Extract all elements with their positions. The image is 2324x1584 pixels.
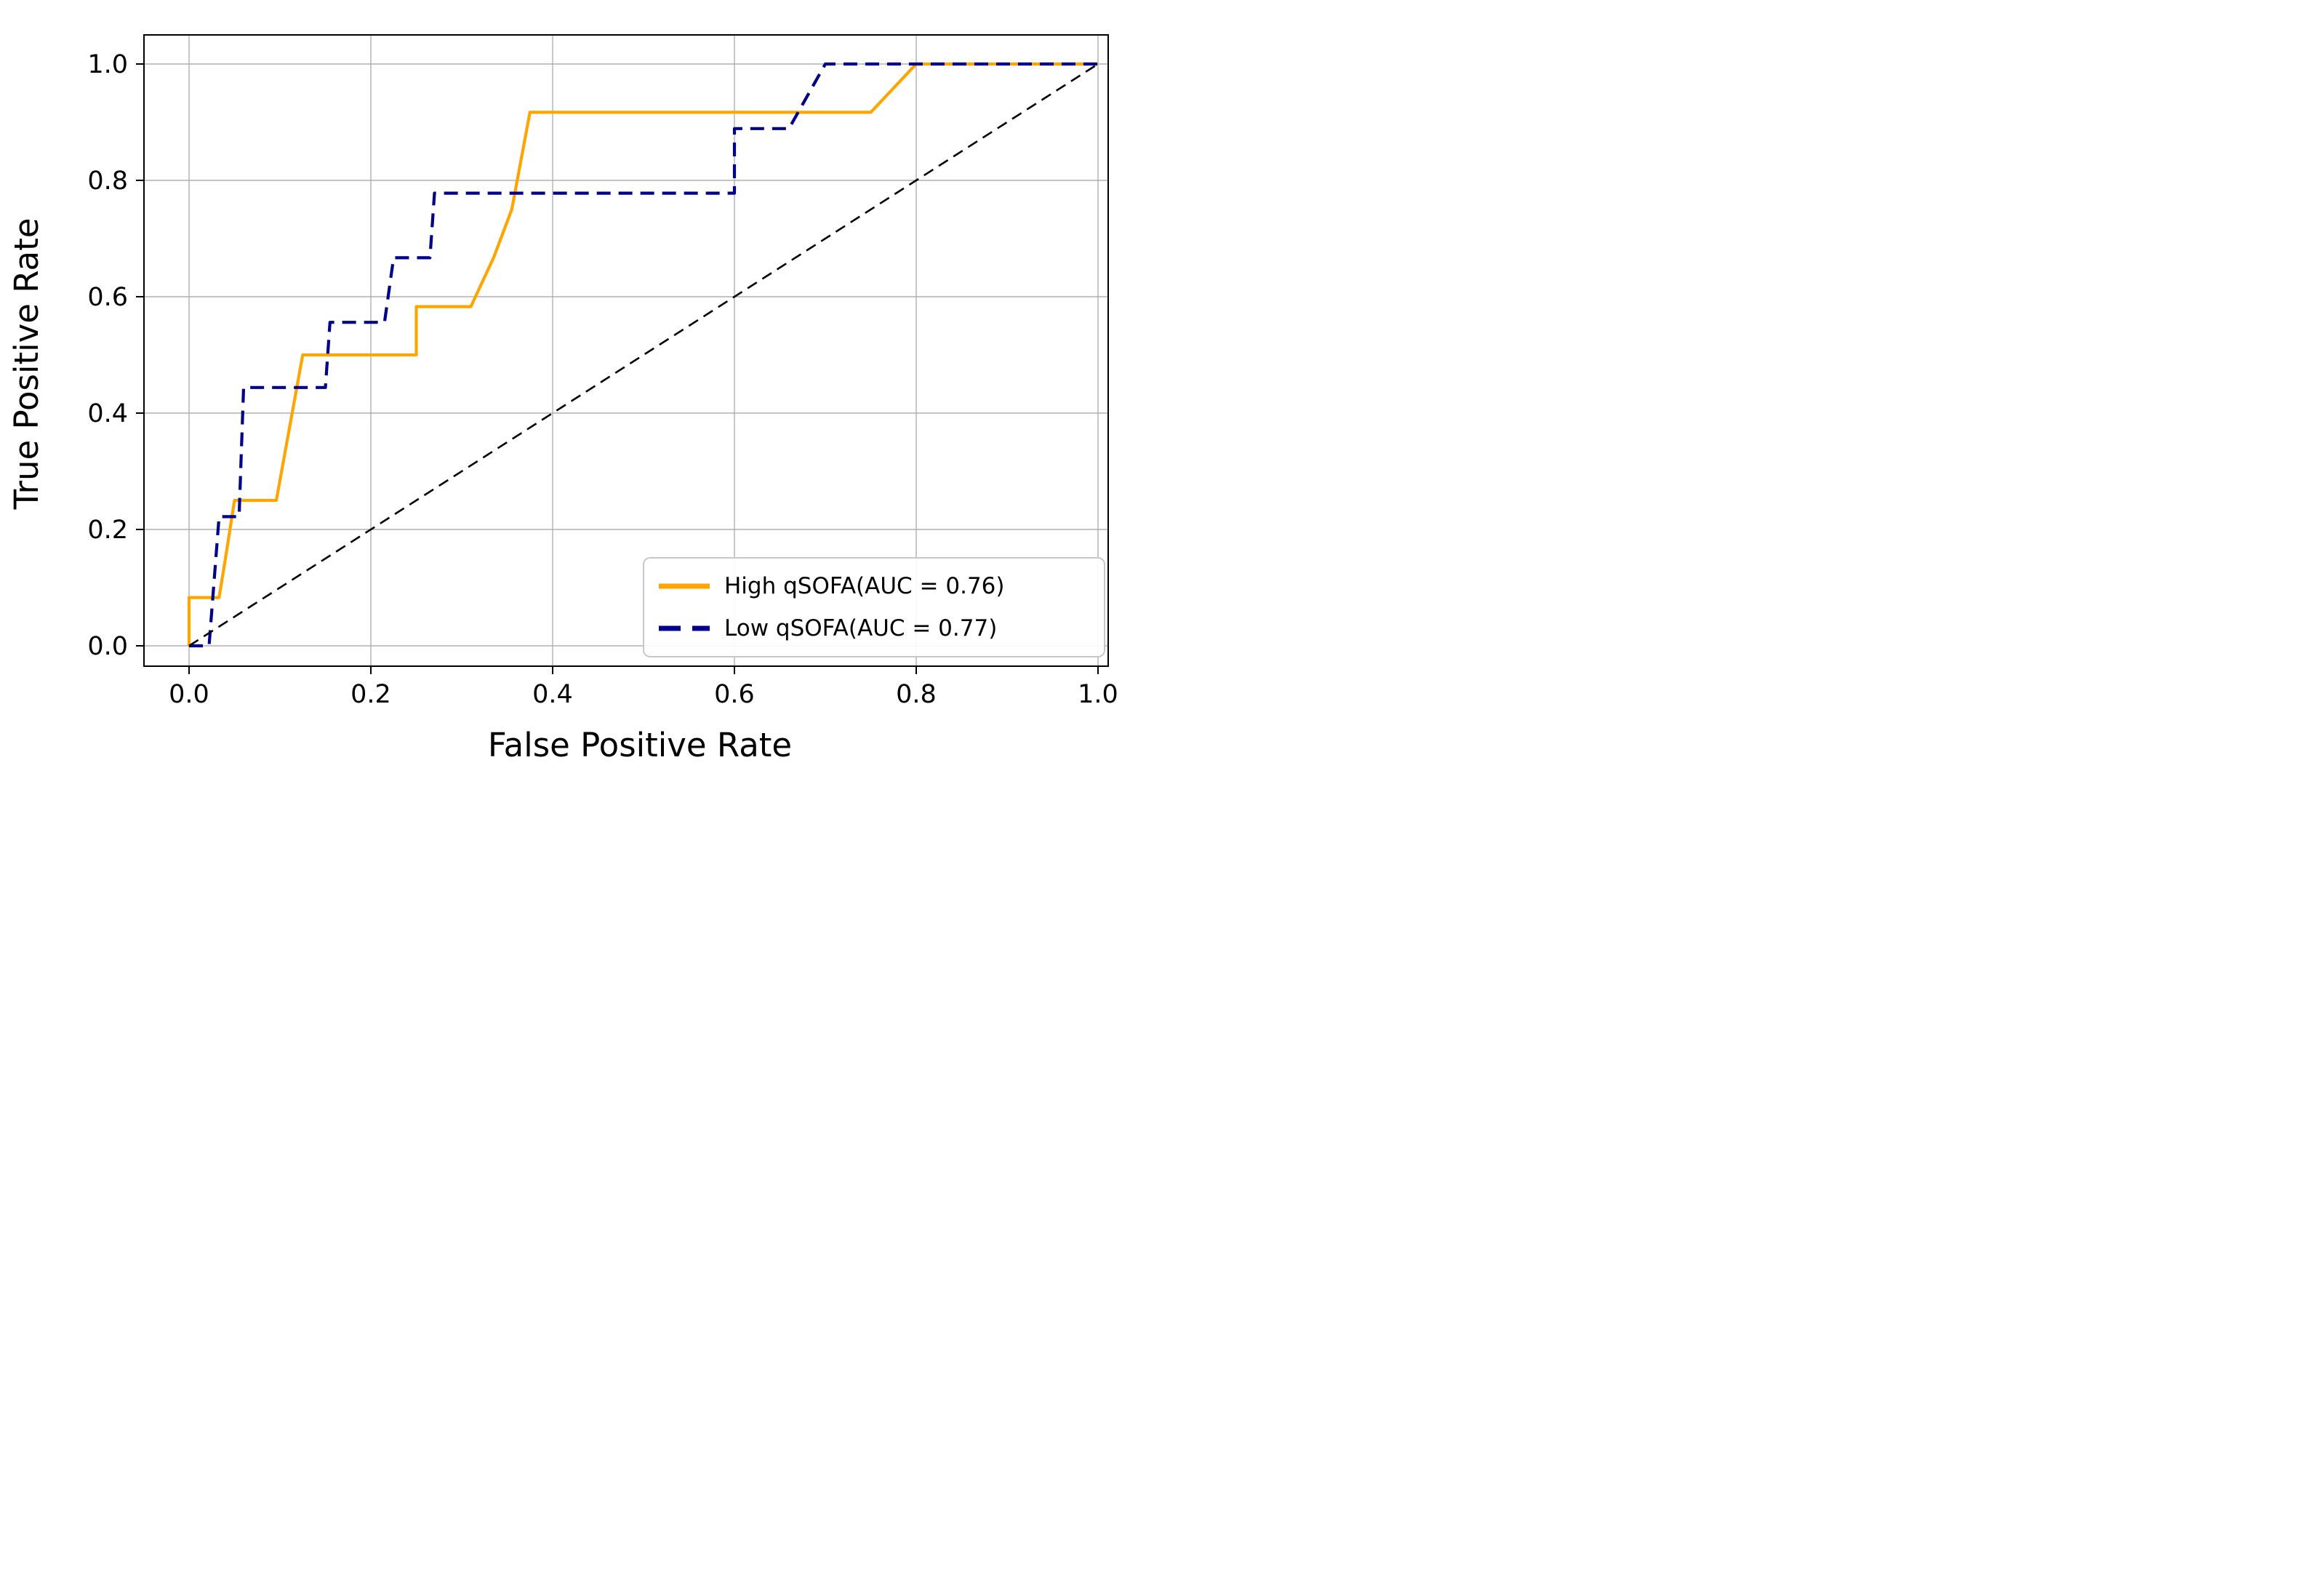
x-tick-label: 0.4 <box>532 680 573 709</box>
legend-item-low-qsofa: Low qSOFA(AUC = 0.77) <box>657 612 1088 644</box>
legend-label-high-qsofa: High qSOFA(AUC = 0.76) <box>724 573 1005 599</box>
roc-chart-svg: 0.0 0.2 0.4 0.6 0.8 1.0 0.0 0.2 0.4 0.6 0.8 1.0 Fal… <box>7 34 1118 764</box>
x-axis-label: False Positive Rate <box>488 726 792 764</box>
legend-item-high-qsofa: High qSOFA(AUC = 0.76) <box>657 570 1088 602</box>
y-tick-label: 0.0 <box>87 632 128 661</box>
legend-label-low-qsofa: Low qSOFA(AUC = 0.77) <box>724 615 998 641</box>
y-tick-label: 0.4 <box>87 399 128 428</box>
chance-line <box>188 63 1099 647</box>
low-qsofa-line-sample-icon <box>659 625 710 631</box>
roc-curve-low-qsofa <box>189 62 1098 648</box>
x-tick-label: 0.6 <box>714 680 755 709</box>
x-tick-label: 0.2 <box>350 680 391 709</box>
legend: High qSOFA(AUC = 0.76) Low qSOFA(AUC = 0… <box>643 557 1105 657</box>
high-qsofa-line-sample-icon <box>659 583 710 589</box>
y-tick-label: 0.6 <box>87 283 128 312</box>
axes-box <box>143 34 1109 667</box>
roc-curve-high-qsofa <box>187 62 1098 646</box>
y-tick-label: 1.0 <box>87 50 128 79</box>
y-tick-label: 0.2 <box>87 516 128 545</box>
y-axis-label: True Positive Rate <box>7 218 46 511</box>
x-tick-label: 0.0 <box>169 680 209 709</box>
roc-figure: 0.0 0.2 0.4 0.6 0.8 1.0 0.0 0.2 0.4 0.6 0.8 1.0 Fal… <box>0 0 1162 792</box>
x-tick-label: 1.0 <box>1078 680 1118 709</box>
x-tick-label: 0.8 <box>896 680 937 709</box>
y-tick-label: 0.8 <box>87 167 128 196</box>
